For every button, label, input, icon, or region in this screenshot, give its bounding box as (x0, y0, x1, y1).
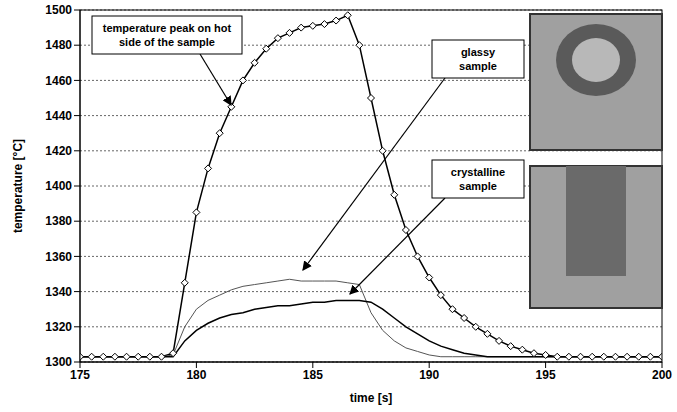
svg-text:time [s]: time [s] (350, 391, 393, 405)
svg-text:1480: 1480 (45, 38, 72, 52)
svg-text:1460: 1460 (45, 74, 72, 88)
svg-text:1300: 1300 (45, 355, 72, 369)
svg-text:185: 185 (303, 368, 323, 382)
svg-text:1400: 1400 (45, 179, 72, 193)
svg-text:190: 190 (419, 368, 439, 382)
svg-text:temperature [°C]: temperature [°C] (11, 139, 25, 233)
svg-text:sample: sample (459, 60, 497, 72)
svg-text:1360: 1360 (45, 250, 72, 264)
svg-text:sample: sample (459, 180, 497, 192)
svg-text:175: 175 (70, 368, 90, 382)
svg-text:1340: 1340 (45, 285, 72, 299)
svg-text:1420: 1420 (45, 144, 72, 158)
svg-text:195: 195 (536, 368, 556, 382)
svg-text:temperature peak on hot: temperature peak on hot (103, 22, 232, 34)
svg-text:180: 180 (186, 368, 206, 382)
svg-text:1380: 1380 (45, 214, 72, 228)
svg-text:1320: 1320 (45, 320, 72, 334)
svg-text:1500: 1500 (45, 3, 72, 17)
svg-text:crystalline: crystalline (451, 166, 505, 178)
svg-text:200: 200 (652, 368, 672, 382)
svg-text:1440: 1440 (45, 109, 72, 123)
svg-text:glassy: glassy (461, 46, 496, 58)
svg-text:side of the sample: side of the sample (119, 36, 215, 48)
